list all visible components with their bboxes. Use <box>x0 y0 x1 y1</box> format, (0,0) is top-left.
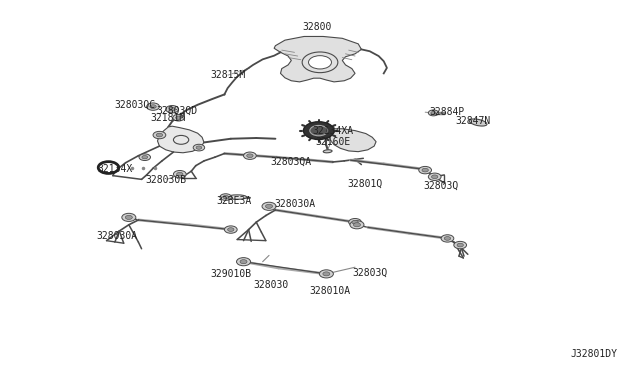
Text: 32815M: 32815M <box>210 70 245 80</box>
Polygon shape <box>319 129 376 152</box>
Text: 32803Q: 32803Q <box>424 181 459 191</box>
Text: 328030B: 328030B <box>145 176 186 186</box>
Circle shape <box>422 168 428 172</box>
Text: 32803QA: 32803QA <box>271 157 312 167</box>
Text: 32801Q: 32801Q <box>347 179 382 189</box>
Text: 328030A: 328030A <box>97 231 138 241</box>
Circle shape <box>166 106 179 113</box>
Circle shape <box>125 215 132 219</box>
Text: 32800: 32800 <box>302 22 332 32</box>
Ellipse shape <box>228 195 246 199</box>
Circle shape <box>228 228 234 231</box>
Circle shape <box>428 110 438 116</box>
Circle shape <box>139 154 150 161</box>
Circle shape <box>353 223 360 227</box>
Circle shape <box>262 202 276 211</box>
Circle shape <box>431 175 438 179</box>
Polygon shape <box>274 36 362 82</box>
Circle shape <box>169 108 175 111</box>
Circle shape <box>142 155 148 159</box>
Circle shape <box>153 131 166 139</box>
Circle shape <box>349 218 362 226</box>
Text: 328010A: 328010A <box>309 286 350 296</box>
Ellipse shape <box>469 119 487 126</box>
Circle shape <box>156 133 163 137</box>
Text: 32134X: 32134X <box>97 164 132 174</box>
Circle shape <box>310 125 328 136</box>
Text: 32803QC: 32803QC <box>115 100 156 110</box>
Text: 32134XA: 32134XA <box>312 126 353 137</box>
Text: 32847N: 32847N <box>455 116 490 126</box>
Circle shape <box>173 135 189 144</box>
Circle shape <box>220 194 232 201</box>
Circle shape <box>237 258 250 266</box>
Circle shape <box>122 213 136 221</box>
Polygon shape <box>157 126 204 153</box>
Text: 328030: 328030 <box>253 280 289 290</box>
Text: 32181M: 32181M <box>150 113 186 124</box>
Text: J32801DY: J32801DY <box>570 349 618 359</box>
Circle shape <box>150 105 156 109</box>
Circle shape <box>454 241 467 249</box>
Text: 32BE3A: 32BE3A <box>216 196 252 206</box>
Circle shape <box>308 56 332 69</box>
Text: 32160E: 32160E <box>315 137 350 147</box>
Text: 32803QD: 32803QD <box>156 106 197 116</box>
Circle shape <box>225 226 237 233</box>
Circle shape <box>350 221 364 229</box>
Circle shape <box>193 144 205 151</box>
Circle shape <box>223 195 228 199</box>
Text: 329010B: 329010B <box>210 269 252 279</box>
Circle shape <box>319 270 333 278</box>
Circle shape <box>302 52 338 73</box>
Circle shape <box>444 237 451 240</box>
Ellipse shape <box>323 150 332 153</box>
Text: 32803Q: 32803Q <box>352 268 387 278</box>
Text: 328030A: 328030A <box>274 199 315 209</box>
Circle shape <box>147 103 159 110</box>
Circle shape <box>173 114 184 121</box>
Circle shape <box>428 173 441 180</box>
Circle shape <box>431 112 436 114</box>
Circle shape <box>246 154 253 158</box>
Circle shape <box>196 146 202 149</box>
Text: 32884P: 32884P <box>430 107 465 117</box>
Circle shape <box>303 122 334 140</box>
Circle shape <box>175 116 181 119</box>
Circle shape <box>244 152 256 160</box>
Circle shape <box>441 235 454 242</box>
Circle shape <box>419 166 431 174</box>
Circle shape <box>177 172 183 176</box>
Circle shape <box>266 204 273 208</box>
Circle shape <box>173 170 186 178</box>
Circle shape <box>240 260 247 264</box>
Circle shape <box>323 272 330 276</box>
Circle shape <box>99 161 118 173</box>
Circle shape <box>352 220 358 224</box>
Circle shape <box>457 243 463 247</box>
